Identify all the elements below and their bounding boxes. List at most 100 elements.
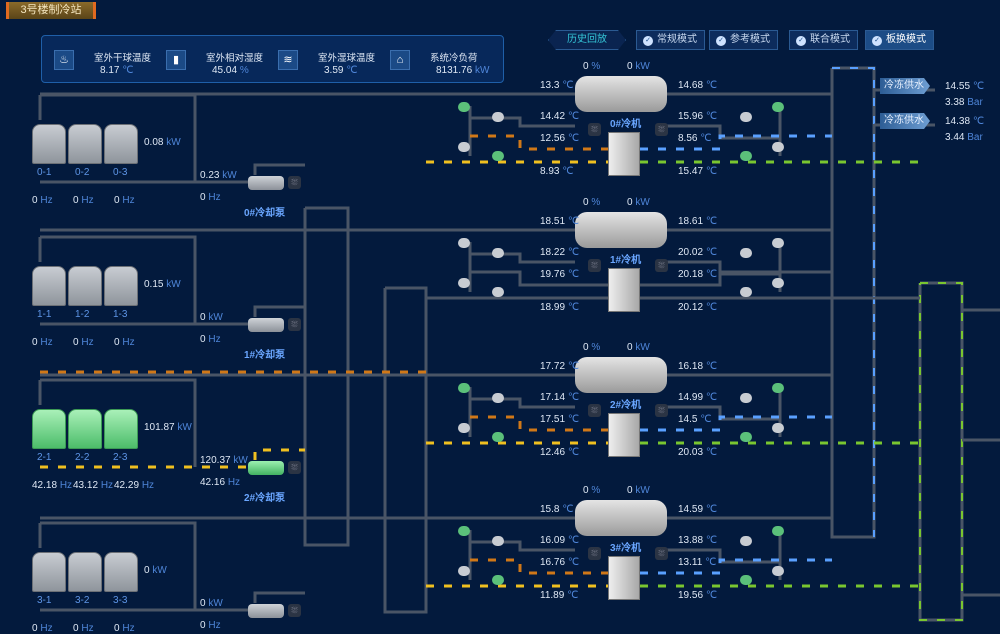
value: 19.56	[678, 590, 706, 601]
valve-icon[interactable]	[772, 383, 784, 393]
pump-label[interactable]: 0#冷却泵	[244, 208, 286, 219]
valve-icon[interactable]	[772, 278, 784, 288]
unit: ℃	[705, 302, 718, 313]
unit: %	[591, 197, 601, 208]
trend-icon[interactable]: ⛆	[288, 318, 301, 331]
value: 13.3	[540, 80, 563, 91]
valve-icon[interactable]	[492, 393, 504, 403]
valve-icon[interactable]	[492, 432, 504, 442]
valve-icon[interactable]	[740, 112, 752, 122]
trend-icon[interactable]: ⛆	[588, 547, 601, 560]
station-title: 3号楼制冷站	[6, 2, 96, 19]
chiller-left-temp: 16.76 ℃	[540, 557, 579, 568]
valve-icon[interactable]	[740, 575, 752, 585]
valve-icon[interactable]	[492, 151, 504, 161]
cooling-tower-icon[interactable]	[32, 409, 66, 449]
chiller-right-temp: 19.56 ℃	[678, 590, 717, 601]
valve-icon[interactable]	[740, 393, 752, 403]
valve-icon[interactable]	[772, 566, 784, 576]
cooling-tower-icon[interactable]	[68, 266, 102, 306]
unit: Hz	[81, 195, 94, 206]
pump-label[interactable]: 2#冷却泵	[244, 493, 286, 504]
cooling-tower-icon[interactable]	[68, 124, 102, 164]
valve-icon[interactable]	[740, 287, 752, 297]
chiller-label[interactable]: 1#冷机	[610, 255, 642, 266]
valve-icon[interactable]	[492, 248, 504, 258]
unit: kW	[222, 170, 237, 181]
valve-icon[interactable]	[492, 536, 504, 546]
valve-icon[interactable]	[458, 238, 470, 248]
cooling-tower-icon[interactable]	[68, 552, 102, 592]
mode-button[interactable]: ✓ 参考模式	[709, 30, 778, 50]
pipe	[40, 521, 197, 610]
trend-icon[interactable]: ⛆	[655, 259, 668, 272]
unit: ℃	[567, 557, 580, 568]
unit: Hz	[208, 334, 221, 345]
cooling-tower-icon[interactable]	[68, 409, 102, 449]
valve-icon[interactable]	[772, 102, 784, 112]
pipe	[470, 134, 608, 151]
valve-icon[interactable]	[772, 526, 784, 536]
valve-icon[interactable]	[740, 536, 752, 546]
cooling-tower-icon[interactable]	[32, 552, 66, 592]
valve-icon[interactable]	[740, 151, 752, 161]
valve-icon[interactable]	[492, 287, 504, 297]
cooling-tower-icon[interactable]	[104, 552, 138, 592]
heat-exchanger-icon	[608, 413, 640, 457]
cooling-tower-icon[interactable]	[32, 266, 66, 306]
unit: Hz	[141, 480, 155, 491]
trend-icon[interactable]: ⛆	[588, 123, 601, 136]
mode-button[interactable]: ✓ 常规模式	[636, 30, 705, 50]
trend-icon[interactable]: ⛆	[288, 461, 301, 474]
chiller-left-temp: 19.76 ℃	[540, 269, 579, 280]
pump-icon[interactable]	[248, 604, 284, 618]
trend-icon[interactable]: ⛆	[588, 404, 601, 417]
pump-icon[interactable]	[248, 318, 284, 332]
pump-label[interactable]: 1#冷却泵	[244, 350, 286, 361]
valve-icon[interactable]	[492, 112, 504, 122]
chiller-right-temp: 15.96 ℃	[678, 111, 717, 122]
pump-icon[interactable]	[248, 176, 284, 190]
valve-icon[interactable]	[740, 248, 752, 258]
chiller-left-temp: 18.51 ℃	[540, 216, 579, 227]
valve-icon[interactable]	[492, 575, 504, 585]
pump-icon[interactable]	[248, 461, 284, 475]
cooling-tower-icon[interactable]	[104, 124, 138, 164]
unit: ℃	[700, 133, 712, 144]
cooling-tower-icon[interactable]	[104, 266, 138, 306]
trend-icon[interactable]: ⛆	[655, 404, 668, 417]
trend-icon[interactable]: ⛆	[588, 259, 601, 272]
weather-panel: ♨ 室外干球温度 8.17 ℃ ▮ 室外相对湿度 45.04 % ≋ 室外湿球温度 3.59 ℃…	[41, 35, 504, 83]
valve-icon[interactable]	[458, 423, 470, 433]
valve-icon[interactable]	[740, 432, 752, 442]
mode-button[interactable]: ✓ 板换模式	[865, 30, 934, 50]
unit: ℃	[705, 504, 718, 515]
valve-icon[interactable]	[458, 102, 470, 112]
valve-icon[interactable]	[458, 383, 470, 393]
valve-icon[interactable]	[458, 566, 470, 576]
cooling-tower-icon[interactable]	[104, 409, 138, 449]
mode-button[interactable]: ✓ 联合模式	[789, 30, 858, 50]
chiller-right-temp: 16.18 ℃	[678, 361, 717, 372]
trend-icon[interactable]: ⛆	[288, 604, 301, 617]
valve-icon[interactable]	[458, 142, 470, 152]
trend-icon[interactable]: ⛆	[288, 176, 301, 189]
tower-group-power: 0 kW	[144, 565, 167, 576]
value: 0	[627, 197, 636, 208]
unit: ℃	[562, 80, 574, 91]
trend-icon[interactable]: ⛆	[655, 547, 668, 560]
valve-icon[interactable]	[458, 526, 470, 536]
chiller-label[interactable]: 3#冷机	[610, 543, 642, 554]
chiller-label[interactable]: 2#冷机	[610, 400, 642, 411]
cooling-tower-icon[interactable]	[32, 124, 66, 164]
supply-temp: 14.38 ℃	[945, 116, 984, 127]
valve-icon[interactable]	[772, 142, 784, 152]
weather-value: 8.17 ℃	[100, 65, 134, 76]
valve-icon[interactable]	[772, 423, 784, 433]
history-playback-button[interactable]: 历史回放	[548, 30, 626, 50]
chiller-load-pct: 0 %	[583, 61, 600, 72]
valve-icon[interactable]	[772, 238, 784, 248]
valve-icon[interactable]	[458, 278, 470, 288]
trend-icon[interactable]: ⛆	[655, 123, 668, 136]
chiller-label[interactable]: 0#冷机	[610, 119, 642, 130]
